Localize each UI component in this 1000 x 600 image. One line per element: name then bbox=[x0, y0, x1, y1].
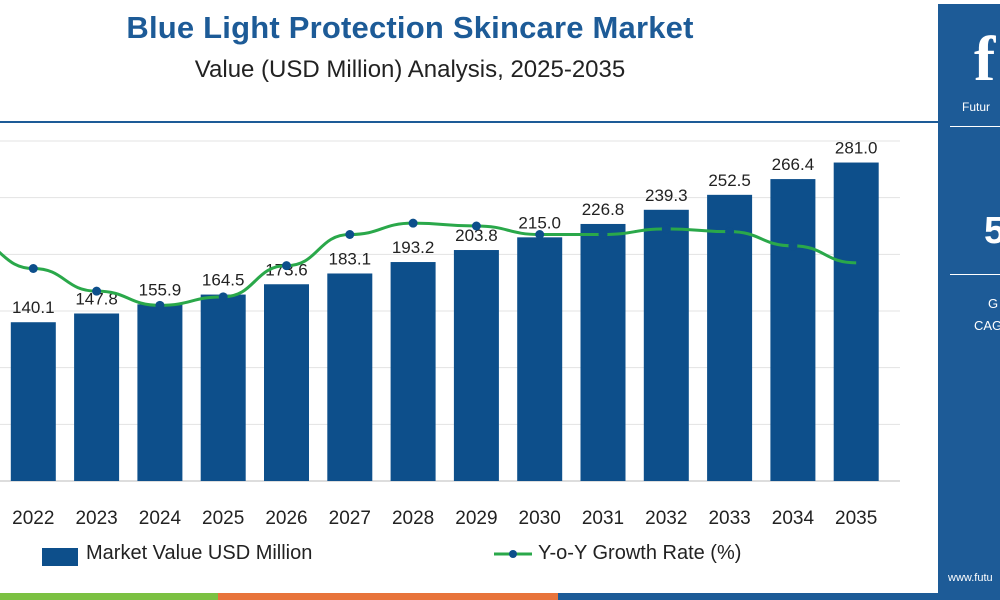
legend-line-swatch bbox=[494, 550, 532, 558]
x-tick-2025: 2025 bbox=[202, 508, 244, 529]
growth-rate-line bbox=[0, 221, 857, 307]
growth-point-2022 bbox=[28, 264, 38, 273]
legend-bar-swatch bbox=[42, 548, 78, 566]
bar-value-label-2034: 266.4 bbox=[772, 155, 815, 174]
bar-value-label-2029: 203.8 bbox=[455, 226, 498, 245]
x-tick-2032: 2032 bbox=[645, 508, 687, 529]
bar-2034 bbox=[770, 179, 816, 481]
bar-2033 bbox=[707, 194, 753, 482]
chart-canvas: 32021140.12022147.82023155.92024164.5202… bbox=[0, 139, 900, 529]
brand-logo-text: Futur bbox=[962, 100, 991, 114]
bar-value-label-2032: 239.3 bbox=[645, 186, 688, 205]
side-divider-mid bbox=[950, 274, 1000, 275]
bar-value-label-2023: 147.8 bbox=[75, 289, 118, 308]
bar-2028 bbox=[390, 262, 436, 481]
bar-2025 bbox=[200, 294, 246, 481]
bar-value-label-2024: 155.9 bbox=[139, 280, 182, 299]
bar-value-label-2027: 183.1 bbox=[329, 249, 372, 268]
x-tick-2024: 2024 bbox=[139, 508, 182, 529]
growth-point-2027 bbox=[345, 230, 355, 239]
x-tick-2030: 2030 bbox=[519, 508, 561, 529]
bar-value-label-2031: 226.8 bbox=[582, 200, 625, 219]
bar-2026 bbox=[264, 284, 309, 481]
footer-stripe-green bbox=[0, 593, 218, 600]
growth-point-2034 bbox=[788, 241, 798, 251]
growth-point-2026 bbox=[282, 261, 291, 271]
bar-2030 bbox=[517, 237, 563, 481]
growth-point-2032 bbox=[661, 224, 671, 234]
chart-title: Blue Light Protection Skincare Market bbox=[126, 10, 694, 45]
growth-point-2030 bbox=[535, 230, 545, 239]
bar-2022 bbox=[10, 322, 56, 481]
growth-point-2023 bbox=[92, 286, 102, 296]
chart-subtitle: Value (USD Million) Analysis, 2025-2035 bbox=[194, 56, 626, 83]
bar-value-label-2022: 140.1 bbox=[12, 298, 55, 317]
growth-point-2025 bbox=[218, 292, 228, 302]
bar-value-label-2028: 193.2 bbox=[392, 238, 435, 257]
growth-point-2028 bbox=[408, 218, 418, 228]
x-tick-2028: 2028 bbox=[392, 508, 434, 529]
header-rule bbox=[0, 121, 938, 123]
legend-line-label: Y-o-Y Growth Rate (%) bbox=[538, 542, 742, 564]
x-tick-2034: 2034 bbox=[772, 508, 815, 529]
x-tick-2031: 2031 bbox=[582, 508, 624, 529]
growth-point-2031 bbox=[598, 230, 608, 239]
side-small-line-1: G bbox=[988, 296, 999, 311]
bar-2029 bbox=[453, 250, 499, 481]
growth-point-2024 bbox=[155, 300, 165, 310]
x-tick-2029: 2029 bbox=[455, 508, 497, 529]
side-panel: f Futur 5 G CAG www.futu bbox=[938, 4, 1000, 600]
bar-value-label-2035: 281.0 bbox=[835, 139, 878, 158]
bar-2031 bbox=[580, 223, 626, 481]
x-tick-2023: 2023 bbox=[75, 508, 117, 529]
side-url: www.futu bbox=[948, 572, 993, 584]
bar-2032 bbox=[643, 209, 689, 481]
bar-value-label-2030: 215.0 bbox=[518, 213, 561, 232]
bar-2023 bbox=[74, 313, 120, 481]
bar-2027 bbox=[327, 273, 373, 481]
footer-stripe-orange bbox=[218, 593, 558, 600]
bar-2035 bbox=[833, 162, 879, 482]
growth-point-2033 bbox=[725, 227, 735, 237]
side-divider-top bbox=[950, 126, 1000, 127]
bar-value-label-2025: 164.5 bbox=[202, 271, 245, 290]
brand-logo-icon: f bbox=[974, 23, 996, 94]
legend-bar-label: Market Value USD Million bbox=[86, 542, 313, 564]
side-big-value: 5 bbox=[984, 210, 1000, 252]
x-tick-2026: 2026 bbox=[265, 508, 307, 529]
bar-value-label-2033: 252.5 bbox=[708, 171, 751, 190]
x-tick-2027: 2027 bbox=[329, 508, 371, 529]
x-tick-2022: 2022 bbox=[12, 508, 54, 529]
x-tick-2035: 2035 bbox=[835, 508, 877, 529]
footer-stripe-blue bbox=[558, 593, 938, 600]
side-small-line-2: CAG bbox=[974, 318, 1000, 333]
x-tick-2033: 2033 bbox=[708, 508, 750, 529]
growth-point-2029 bbox=[471, 221, 481, 231]
bar-2024 bbox=[137, 304, 183, 481]
